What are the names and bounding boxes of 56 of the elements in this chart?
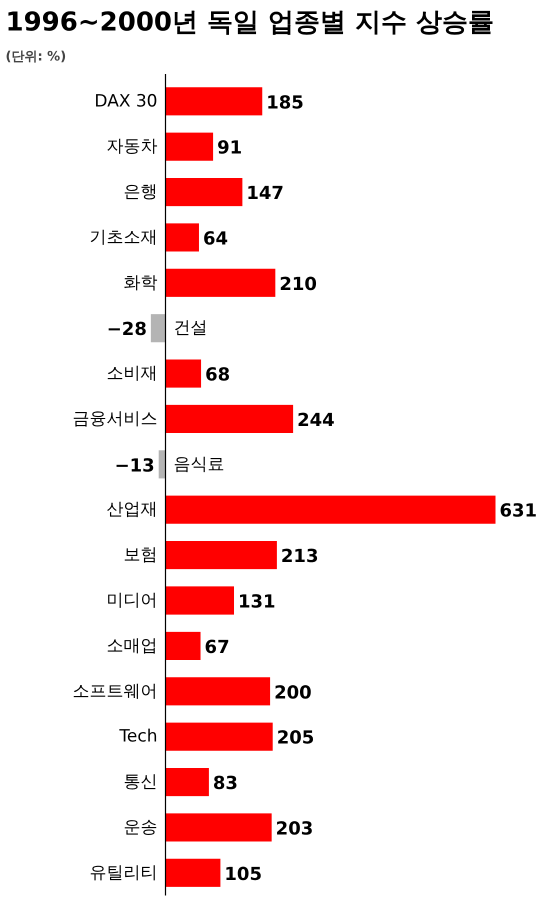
data-label: 64 xyxy=(202,228,228,250)
y-tick-label: 건설 xyxy=(174,318,208,338)
bar xyxy=(166,858,220,887)
y-tick-label: 통신 xyxy=(124,772,158,792)
data-label: 131 xyxy=(238,592,276,612)
bar xyxy=(166,404,294,434)
bar xyxy=(158,450,166,478)
y-tick-label: DAX 30 xyxy=(94,91,158,112)
y-tick-label: 자동차 xyxy=(106,136,158,157)
chart-title: 1996~2000년 독일 업종별 지수 상승률 xyxy=(6,8,494,38)
data-label: 91 xyxy=(217,138,242,159)
data-label: 213 xyxy=(280,546,318,568)
bar xyxy=(166,496,496,524)
y-tick-label: 소매업 xyxy=(106,636,158,656)
data-label: 147 xyxy=(246,183,284,204)
y-tick-label: 소비재 xyxy=(106,364,158,384)
data-label: 68 xyxy=(205,364,230,386)
data-label: −28 xyxy=(106,319,147,340)
bar xyxy=(166,178,242,206)
data-label: 244 xyxy=(297,410,335,431)
bar xyxy=(166,632,201,660)
bar xyxy=(166,813,272,842)
y-tick-label: 화학 xyxy=(124,272,158,293)
bar xyxy=(166,87,262,116)
text: (단위: %) xyxy=(6,50,66,64)
bar xyxy=(166,268,276,297)
y-tick-label: 유틸리티 xyxy=(90,862,158,883)
data-label: 205 xyxy=(276,728,314,749)
y-tick-label: 산업재 xyxy=(106,500,158,520)
data-label: 83 xyxy=(212,773,238,794)
data-label: −13 xyxy=(114,455,155,476)
bar xyxy=(166,677,270,706)
bar xyxy=(166,541,277,570)
bar xyxy=(166,132,214,161)
data-label: 210 xyxy=(279,274,317,295)
data-label: 200 xyxy=(274,682,312,704)
y-tick-label: 보험 xyxy=(124,545,158,566)
y-tick-label: Tech xyxy=(118,726,158,747)
y-tick-label: 운송 xyxy=(124,817,158,838)
data-label: 631 xyxy=(500,500,538,522)
y-tick-label: 은행 xyxy=(124,182,158,202)
y-tick-label: 소프트웨어 xyxy=(72,681,158,702)
bar xyxy=(150,314,166,342)
bar xyxy=(166,360,202,388)
bar xyxy=(166,722,273,751)
bar xyxy=(166,223,199,252)
bar xyxy=(166,586,234,615)
y-tick-label: 금융서비스 xyxy=(72,408,158,429)
data-label: 203 xyxy=(276,818,314,840)
bar xyxy=(166,768,209,796)
y-tick-label: 기초소재 xyxy=(90,227,158,248)
data-label: 67 xyxy=(204,636,230,658)
data-label: 105 xyxy=(224,864,262,885)
y-tick-label: 미디어 xyxy=(106,590,158,610)
data-label: 185 xyxy=(266,92,304,114)
y-tick-label: 음식료 xyxy=(174,454,224,474)
